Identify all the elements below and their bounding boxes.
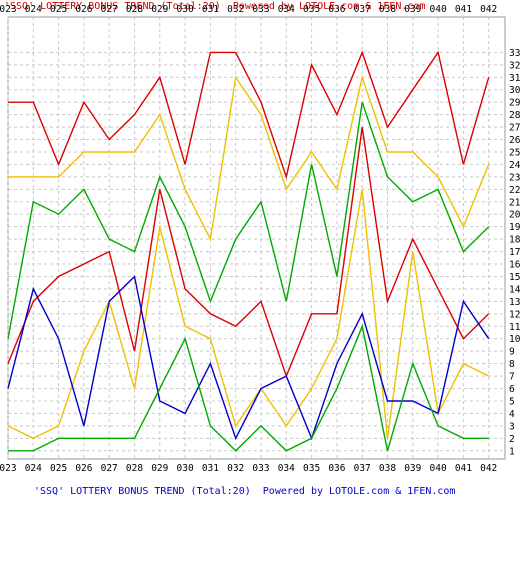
x-tick-label-bottom: 030 [177, 463, 194, 474]
x-tick-label-bottom: 026 [75, 463, 92, 474]
y-tick-label: 25 [509, 147, 520, 158]
series-line-3 [7, 101, 490, 339]
x-tick-label-bottom: 033 [252, 463, 269, 474]
x-tick-label-top: 034 [278, 4, 295, 15]
x-tick-label-top: 037 [354, 4, 371, 15]
x-tick-label-bottom: 029 [151, 463, 168, 474]
y-tick-label: 23 [509, 172, 520, 183]
x-tick-label-top: 026 [75, 4, 92, 15]
y-tick-label: 12 [509, 309, 520, 320]
x-tick-label-bottom: 028 [126, 463, 143, 474]
y-tick-label: 22 [509, 185, 520, 196]
y-tick-label: 10 [509, 334, 521, 345]
chart-caption-top: 'SSQ' LOTTERY BONUS TREND (Total:20) Pow… [4, 1, 426, 12]
x-tick-label-bottom: 039 [404, 463, 421, 474]
x-tick-label-top: 038 [379, 4, 396, 15]
y-tick-label: 32 [509, 60, 520, 71]
y-tick-label: 28 [509, 110, 521, 121]
x-tick-label-top: 035 [303, 4, 320, 15]
series-line-1 [8, 50, 490, 180]
x-tick-label-top: 033 [252, 4, 269, 15]
y-tick-label: 31 [509, 73, 521, 84]
y-tick-label: 4 [509, 409, 515, 420]
y-tick-label: 15 [509, 272, 520, 283]
y-tick-label: 33 [509, 48, 520, 59]
y-tick-label: 17 [509, 247, 520, 258]
series-line-2 [8, 74, 490, 242]
y-tick-label: 1 [509, 446, 515, 457]
x-tick-label-top: 042 [480, 4, 497, 15]
y-tick-label: 9 [509, 347, 515, 358]
x-tick-label-bottom: 027 [101, 463, 118, 474]
x-tick-label-bottom: 034 [278, 463, 295, 474]
y-tick-label: 24 [509, 160, 521, 171]
y-tick-label: 6 [509, 384, 515, 395]
x-tick-label-bottom: 041 [455, 463, 472, 474]
x-tick-label-bottom: 024 [25, 463, 42, 474]
y-tick-label: 18 [509, 235, 521, 246]
x-tick-label-bottom: 035 [303, 463, 320, 474]
y-tick-label: 26 [509, 135, 521, 146]
y-tick-label: 11 [509, 322, 521, 333]
y-tick-label: 27 [509, 123, 520, 134]
y-tick-label: 13 [509, 297, 520, 308]
y-tick-label: 16 [509, 260, 521, 271]
x-tick-label-bottom: 042 [480, 463, 497, 474]
x-tick-label-top: 028 [126, 4, 143, 15]
y-tick-label: 30 [509, 85, 521, 96]
series-line-5 [7, 189, 490, 440]
x-tick-label-top: 041 [455, 4, 472, 15]
y-tick-label: 19 [509, 222, 521, 233]
plot-frame [7, 16, 506, 460]
x-tick-label-top: 023 [0, 4, 17, 15]
x-tick-label-top: 036 [328, 4, 345, 15]
x-tick-label-bottom: 038 [379, 463, 396, 474]
x-tick-label-top: 031 [202, 4, 219, 15]
series-line-6 [7, 275, 490, 441]
x-tick-label-top: 039 [404, 4, 421, 15]
x-tick-label-bottom: 031 [202, 463, 219, 474]
x-tick-label-bottom: 036 [328, 463, 345, 474]
chart-caption-bottom: 'SSQ' LOTTERY BONUS TREND (Total:20) Pow… [34, 486, 456, 497]
x-tick-label-top: 024 [25, 4, 42, 15]
y-tick-label: 14 [509, 284, 521, 295]
y-tick-label: 3 [509, 421, 515, 432]
x-tick-label-top: 030 [177, 4, 194, 15]
x-tick-label-top: 032 [227, 4, 244, 15]
y-tick-label: 20 [509, 210, 521, 221]
x-tick-label-bottom: 037 [354, 463, 371, 474]
x-tick-label-bottom: 025 [50, 463, 67, 474]
x-tick-label-top: 025 [50, 4, 67, 15]
y-tick-label: 8 [509, 359, 515, 370]
y-tick-label: 21 [509, 197, 521, 208]
y-tick-label: 7 [509, 372, 515, 383]
series-line-7 [8, 323, 489, 452]
x-tick-label-bottom: 023 [0, 463, 17, 474]
x-tick-label-bottom: 040 [430, 463, 447, 474]
y-tick-label: 5 [509, 396, 515, 407]
x-tick-label-top: 040 [430, 4, 447, 15]
x-tick-label-top: 027 [101, 4, 118, 15]
x-tick-label-bottom: 032 [227, 463, 244, 474]
x-tick-label-top: 029 [151, 4, 168, 15]
y-tick-label: 29 [509, 98, 521, 109]
series-line-4 [7, 126, 490, 379]
y-tick-label: 2 [509, 434, 515, 445]
